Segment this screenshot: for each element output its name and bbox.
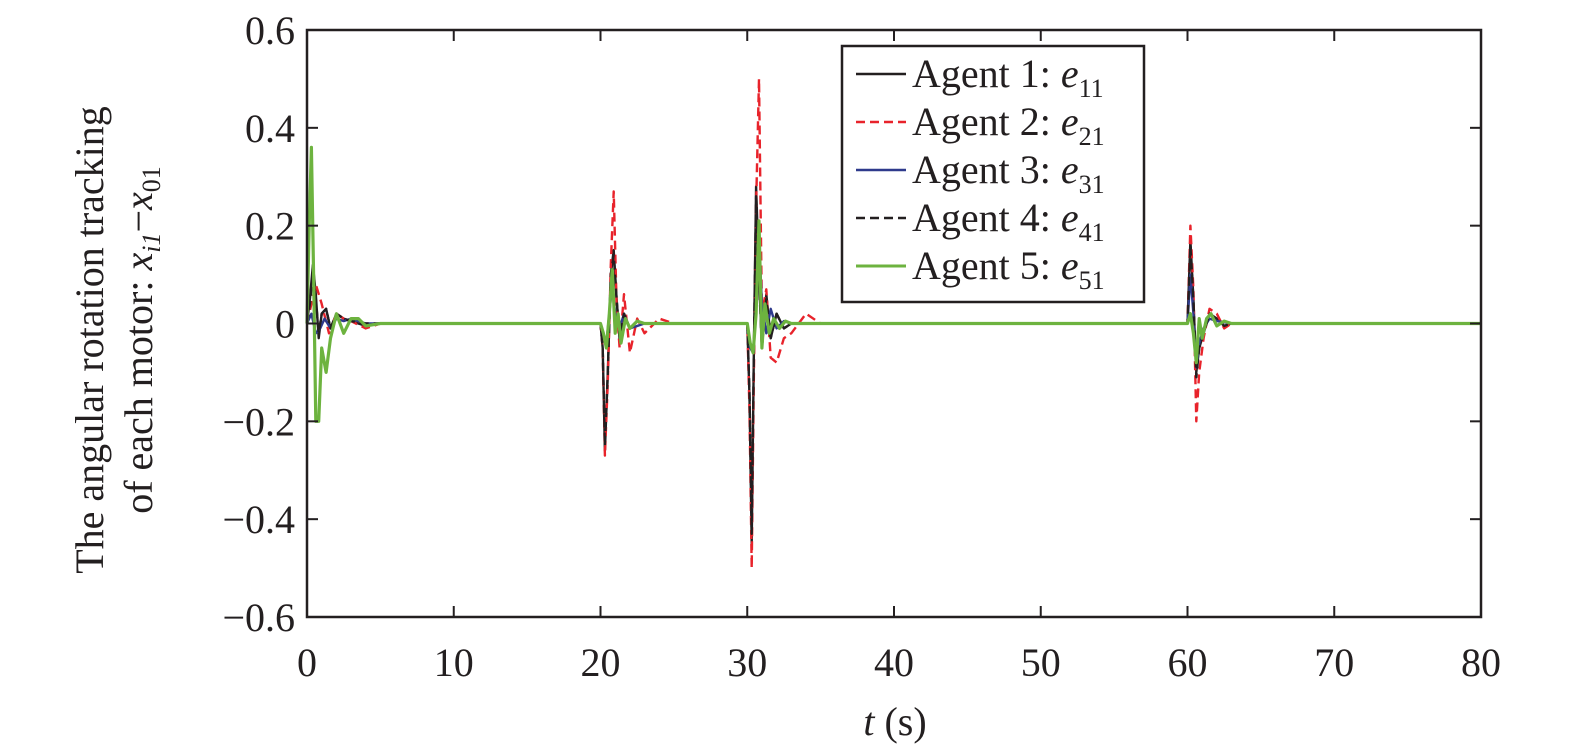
x-tick-label: 50	[1021, 640, 1061, 685]
y-tick-label: 0	[275, 302, 295, 347]
y-tick-label: −0.2	[222, 399, 295, 444]
legend-label-agent-1: Agent 1: e11	[912, 51, 1104, 103]
y-tick-label: −0.6	[222, 595, 295, 640]
y-axis-title-line2: of each motor: xi1−x01	[116, 166, 166, 514]
legend-label-agent-5: Agent 5: e51	[912, 243, 1105, 295]
legend-label-prefix: Agent 3:	[912, 147, 1061, 192]
series-layer	[305, 77, 1481, 570]
x-tick-label: 10	[434, 640, 474, 685]
tick-layer: 0 10 20 30 40 50 60 70 80 0.6 0.4 0.2 0 −0.2 −0.4 −0.6	[222, 8, 1501, 685]
y-axis-sub1: i1	[137, 233, 166, 253]
y-tick-label: −0.4	[222, 497, 295, 542]
x-axis-var: t	[863, 699, 875, 744]
y-axis-var1: x	[116, 253, 161, 272]
x-tick-label: 30	[727, 640, 767, 685]
x-tick-label: 60	[1168, 640, 1208, 685]
y-axis-var2: x	[116, 192, 161, 211]
x-tick-label: 0	[297, 640, 317, 685]
legend-label-prefix: Agent 5:	[912, 243, 1061, 288]
legend-label-sub: 11	[1079, 74, 1104, 103]
legend-label-prefix: Agent 1:	[912, 51, 1061, 96]
series-line-agent-5	[305, 145, 1481, 423]
legend-label-prefix: Agent 4:	[912, 195, 1061, 240]
legend-box	[840, 44, 1146, 304]
legend-label-var: e	[1061, 99, 1079, 144]
legend-label-prefix: Agent 2:	[912, 99, 1061, 144]
legend-label-var: e	[1061, 243, 1079, 288]
y-tick-label: 0.6	[245, 8, 295, 53]
legend-label-sub: 51	[1079, 266, 1105, 295]
y-axis-sub2: 01	[137, 166, 166, 192]
y-tick-label: 0.2	[245, 204, 295, 249]
x-axis-title: t (s)	[863, 699, 926, 744]
x-tick-label: 70	[1314, 640, 1354, 685]
legend-label-agent-4: Agent 4: e41	[912, 195, 1105, 247]
legend-label-sub: 41	[1079, 218, 1105, 247]
legend-label-var: e	[1061, 51, 1079, 96]
x-tick-label: 40	[874, 640, 914, 685]
y-axis-title: The angular rotation tracking of each mo…	[67, 106, 166, 574]
x-axis-space	[874, 699, 884, 744]
legend-label-agent-2: Agent 2: e21	[912, 99, 1105, 151]
plot-frame	[305, 28, 1483, 619]
legend-label-var: e	[1061, 195, 1079, 240]
y-axis-title-prefix: of each motor:	[116, 271, 161, 514]
y-tick-label: 0.4	[245, 106, 295, 151]
legend-label-agent-3: Agent 3: e31	[912, 147, 1105, 199]
x-tick-label: 20	[581, 640, 621, 685]
legend-label-sub: 31	[1079, 170, 1105, 199]
legend-label-sub: 21	[1079, 122, 1105, 151]
y-axis-title-line1: The angular rotation tracking	[67, 106, 112, 574]
x-axis-unit: (s)	[884, 699, 926, 744]
x-tick-label: 80	[1461, 640, 1501, 685]
legend-label-var: e	[1061, 147, 1079, 192]
y-axis-minus: −	[116, 210, 161, 233]
